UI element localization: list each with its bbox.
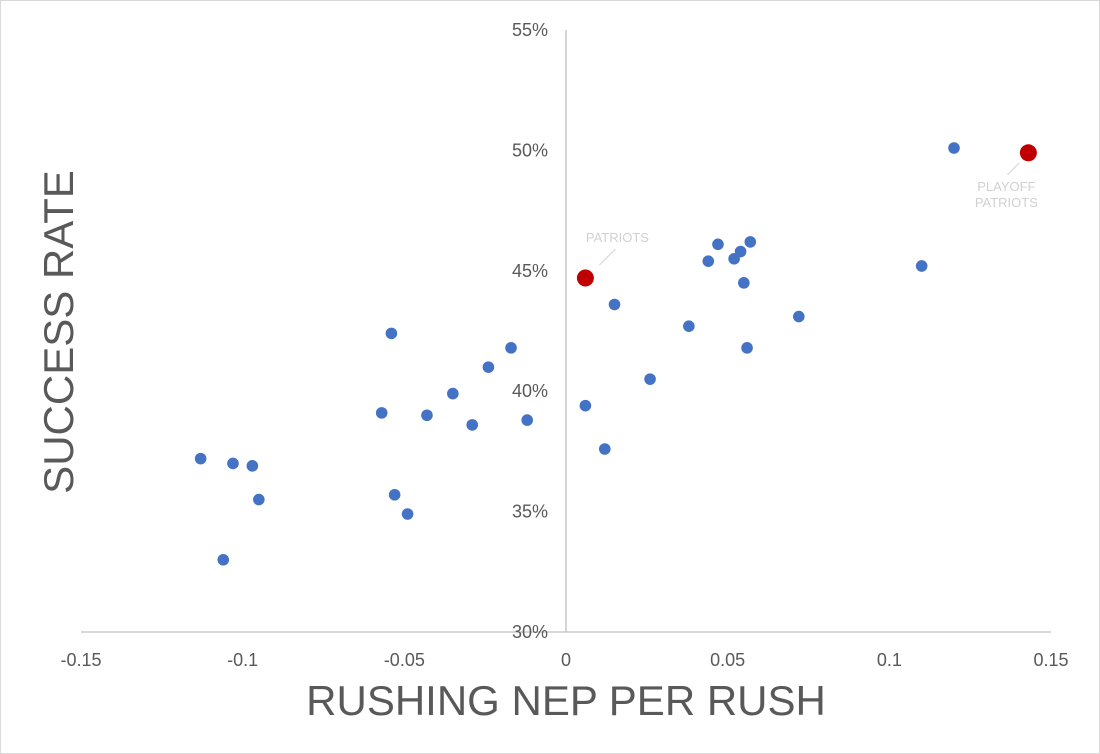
x-tick-label: 0 (561, 650, 571, 670)
data-point (227, 457, 239, 470)
data-points (194, 142, 1037, 566)
data-point (599, 443, 611, 455)
y-tick-label: 55% (512, 20, 548, 40)
highlight-point (1019, 144, 1037, 162)
data-point (683, 320, 695, 332)
data-point (421, 409, 433, 422)
annotation-label: PLAYOFF (977, 179, 1035, 194)
data-point (579, 399, 592, 412)
x-tick-label: -0.1 (227, 650, 258, 670)
x-tick-label: 0.05 (710, 650, 745, 670)
data-point (644, 373, 656, 385)
data-point (521, 414, 533, 426)
data-point (734, 245, 747, 258)
y-tick-label: 50% (512, 140, 548, 160)
data-point (482, 361, 495, 373)
annotation-label: PATRIOTS (586, 230, 649, 245)
data-point (712, 238, 724, 251)
data-point (388, 488, 401, 501)
data-point (217, 553, 230, 566)
data-point (466, 419, 479, 431)
annotation-leader (1006, 162, 1020, 176)
data-point (401, 508, 414, 520)
data-point (505, 342, 517, 354)
x-tick-label: 0.15 (1033, 650, 1068, 670)
y-tick-label: 45% (512, 261, 548, 281)
x-tick-label: 0.1 (877, 650, 902, 670)
data-point (948, 142, 960, 154)
data-point (253, 493, 265, 506)
data-point (375, 407, 388, 419)
annotation-leader (598, 248, 616, 266)
y-tick-label: 40% (512, 381, 548, 401)
data-point (741, 342, 753, 354)
y-axis-title: SUCCESS RATE (35, 170, 82, 494)
x-tick-label: -0.15 (60, 650, 101, 670)
highlight-point (576, 269, 594, 287)
annotation-label: PATRIOTS (975, 195, 1038, 210)
data-point (385, 327, 398, 340)
data-point (915, 260, 928, 272)
data-point (608, 298, 621, 311)
y-tick-label: 30% (512, 622, 548, 642)
data-point (744, 236, 757, 248)
tick-labels: -0.15 -0.1 -0.05 0 0.05 0.1 0.15 30% 35% 40% 45% 50… (60, 20, 1068, 670)
x-tick-label: -0.05 (384, 650, 425, 670)
data-point (194, 452, 207, 465)
data-point (246, 460, 259, 472)
data-point (702, 255, 715, 267)
data-point (793, 310, 805, 323)
y-tick-label: 35% (512, 502, 548, 522)
axes (81, 30, 1051, 633)
data-point (738, 277, 750, 289)
data-point (447, 387, 459, 400)
x-axis-title: RUSHING NEP PER RUSH (306, 677, 826, 724)
